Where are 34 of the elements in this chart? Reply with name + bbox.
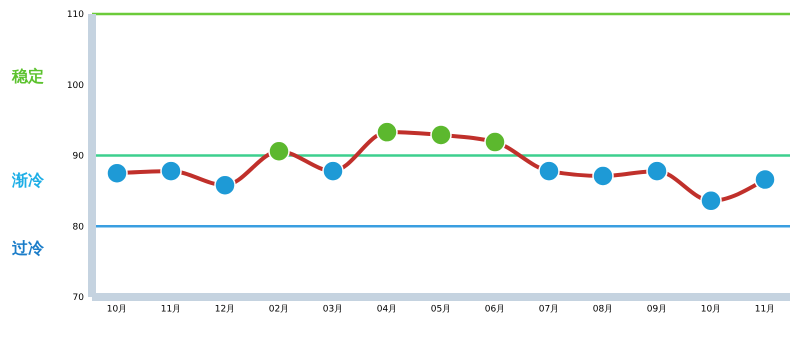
x-tick-label: 12月 [214,304,236,314]
point [376,121,398,143]
point [214,174,236,196]
y-tick-label: 80 [72,222,84,232]
x-tick-label: 02月 [268,304,290,314]
x-tick-label: 06月 [484,304,506,314]
text: 渐冷 [11,170,45,190]
x-tick-label: 10月 [700,304,722,314]
x-tick-label: 04月 [376,304,398,314]
point [592,165,614,187]
text: 过冷 [11,238,45,258]
point [484,131,506,153]
y-tick-label: 110 [66,10,84,20]
point [322,160,344,182]
x-tick-label: 05月 [430,304,452,314]
y-tick-label: 100 [66,80,84,91]
x-tick-label: 11月 [160,304,182,314]
point [430,124,452,146]
point [268,140,290,162]
point [646,160,668,182]
y-tick-label: 90 [72,152,84,162]
point [538,160,560,182]
y-tick-label: 70 [72,293,84,304]
point [106,162,128,184]
x-tick-label: 09月 [646,304,668,314]
x-tick-label: 03月 [322,304,344,314]
text: 稳定 [11,66,44,86]
point [700,190,722,212]
x-tick-label: 07月 [538,304,560,314]
point [160,160,182,182]
x-tick-label: 10月 [106,304,128,314]
point [754,168,776,190]
x-tick-label: 08月 [592,304,614,314]
x-tick-label: 11月 [754,304,776,314]
